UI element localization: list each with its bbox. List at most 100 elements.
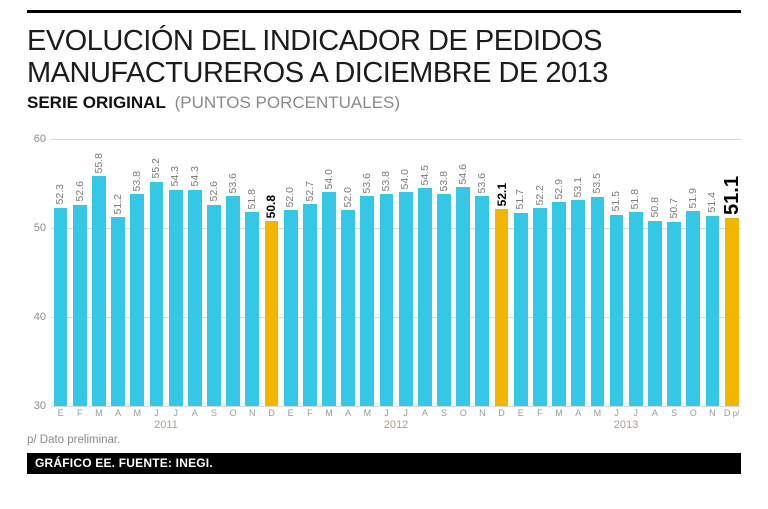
bar-value-label: 53.5 — [591, 173, 604, 194]
month-label: A — [115, 408, 122, 418]
month-label: A — [575, 408, 582, 418]
bars-row: 52.3 52.6 55.8 51.2 53.8 55.2 54.3 54.3 52.6 53.6… — [51, 139, 743, 406]
bar — [590, 196, 605, 406]
bar-slot: 53.6 — [358, 139, 377, 406]
bar-slot: 54.5 — [415, 139, 434, 406]
month-label: N — [479, 408, 486, 418]
bar — [667, 221, 681, 406]
bar-value-label: 51.4 — [706, 192, 719, 213]
bar-value-label: 51.5 — [610, 191, 623, 212]
bar-slot: 51.9 — [684, 139, 703, 406]
month-label: O — [229, 408, 237, 418]
month-label: S — [441, 408, 448, 418]
month-label: M — [325, 408, 333, 418]
bar-slot: 54.0 — [319, 139, 338, 406]
bar-value-label: 51.8 — [246, 188, 259, 209]
bar-value-label: 53.8 — [380, 170, 393, 192]
bar-value-label: 52.1 — [494, 182, 509, 207]
bar-value-label: 52.6 — [73, 181, 86, 202]
bar — [130, 194, 145, 406]
month-label: D — [498, 408, 505, 418]
bar-slot: 50.8 — [262, 139, 281, 406]
bar — [187, 189, 202, 406]
bar-slot: 50.8 — [645, 139, 664, 406]
chart-title-line1: EVOLUCIÓN DEL INDICADOR DE PEDIDOS — [27, 25, 602, 57]
bar — [283, 210, 298, 406]
bar — [360, 195, 375, 406]
bar-value-label: 55.2 — [150, 158, 163, 179]
month-label: J — [633, 408, 638, 418]
bar — [456, 187, 471, 406]
year-label: 2011 — [154, 419, 178, 431]
bar-slot: 53.8 — [128, 139, 147, 406]
bar — [513, 212, 528, 406]
bar-slot: 53.5 — [588, 139, 607, 406]
bar — [475, 195, 490, 406]
bar-value-label: 53.1 — [571, 176, 584, 198]
month-label: J — [614, 408, 619, 418]
bar — [245, 211, 260, 406]
month-label: N — [709, 408, 716, 418]
bar-value-label: 54.3 — [169, 166, 182, 187]
bar-value-label: 50.8 — [648, 197, 661, 218]
bar — [111, 217, 125, 406]
month-label: F — [537, 408, 543, 418]
month-label: A — [421, 408, 428, 418]
gridline — [51, 317, 741, 318]
bar-value-label: 54.5 — [418, 164, 431, 185]
bar-value-label: 52.2 — [533, 184, 546, 206]
bar-slot: 52.9 — [549, 139, 568, 406]
year-label: 2012 — [383, 419, 409, 431]
bar-value-label: 53.8 — [131, 170, 144, 192]
bar-value-label: 50.7 — [667, 198, 680, 219]
month-label: M — [593, 408, 602, 418]
month-label: M — [133, 408, 142, 418]
bar-value-label: 52.7 — [303, 180, 316, 201]
bar-slot: 55.8 — [89, 139, 108, 406]
bar-slot: 52.1 — [492, 139, 511, 406]
bar-slot: 51.1 — [721, 139, 743, 406]
bar-value-label: 52.0 — [284, 186, 297, 208]
subtitle-units-label: (PUNTOS PORCENTUALES) — [174, 93, 401, 112]
preliminary-suffix: p/ — [730, 409, 740, 418]
bar-value-label: 52.0 — [341, 186, 354, 208]
bar — [571, 200, 586, 406]
bar-value-label: 54.0 — [399, 168, 412, 190]
y-tick-label: 30 — [33, 400, 46, 412]
bar — [149, 181, 164, 406]
chart-subtitle: SERIE ORIGINAL (PUNTOS PORCENTUALES) — [27, 93, 741, 113]
bar-slot: 52.7 — [300, 139, 319, 406]
bar — [226, 195, 241, 406]
gridline — [51, 228, 741, 229]
month-label: S — [671, 408, 678, 418]
bar — [628, 211, 643, 406]
bar — [609, 214, 624, 406]
bar — [322, 192, 336, 406]
bar-slot: 53.1 — [569, 139, 588, 406]
bar — [341, 210, 356, 406]
bar-slot: 53.8 — [434, 139, 453, 406]
month-label: O — [459, 408, 467, 418]
bar — [648, 220, 662, 406]
bar — [398, 192, 413, 406]
month-label: N — [249, 408, 256, 418]
bar-slot: 51.2 — [109, 139, 128, 406]
bar-value-label: 54.0 — [322, 168, 335, 190]
bar-chart: 60 50 40 30 52.3 52.6 55.8 51.2 53.8 55.2 54.3 54.… — [27, 133, 743, 431]
bar-value-label: 51.9 — [687, 187, 699, 209]
y-axis: 60 50 40 30 — [27, 133, 51, 412]
bar-value-label: 52.9 — [552, 178, 565, 200]
subtitle-series-label: SERIE ORIGINAL — [27, 93, 166, 112]
footnote: p/ Dato preliminar. — [27, 434, 121, 446]
bar-slot: 51.8 — [626, 139, 645, 406]
bar-value-label: 51.2 — [111, 193, 124, 215]
bar — [53, 207, 68, 406]
bar-value-label: 53.6 — [226, 172, 239, 193]
month-label: F — [77, 408, 83, 418]
bar-slot: 54.6 — [454, 139, 473, 406]
bar-value-label: 53.8 — [437, 170, 450, 192]
month-label: M — [95, 408, 103, 418]
bar-value-label: 54.3 — [188, 166, 201, 187]
year-label: 2013 — [613, 419, 639, 431]
